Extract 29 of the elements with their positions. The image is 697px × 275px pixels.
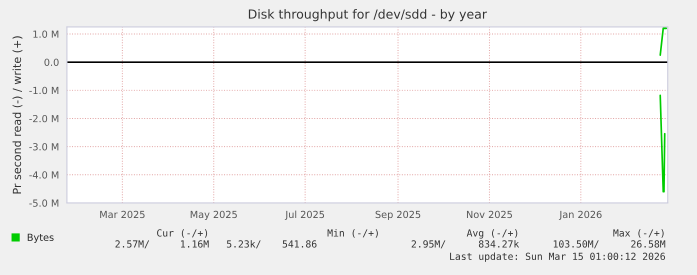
legend-label: Bytes (28, 234, 54, 243)
chart-title: Disk throughput for /dev/sdd - by year (248, 9, 487, 22)
y-tick-label: -3.0 M (29, 143, 58, 150)
text: 2.95M/ (412, 240, 446, 248)
x-tick-label: Jul 2025 (284, 210, 324, 220)
x-tick-label: Jan 2026 (558, 210, 602, 220)
y-tick-label: 1.0 M (33, 30, 58, 38)
x-tick-label: Mar 2025 (100, 210, 145, 218)
text: 2.57M/ (115, 240, 150, 248)
text: 834.27k (478, 240, 520, 248)
text: 541.86 (282, 240, 317, 248)
x-tick-label: May 2025 (190, 210, 237, 220)
text: Last update: Sun Mar 15 01:00:12 2026 (450, 252, 666, 262)
text: 5.23k/ (226, 240, 261, 248)
text: 1.16M (181, 240, 209, 248)
x-tick-label: Sep 2025 (376, 210, 420, 220)
y-tick-label: -4.0 M (29, 171, 58, 179)
text: 26.58M (631, 240, 666, 248)
text: Avg (-/+) (466, 229, 518, 239)
y-tick-label: -2.0 M (29, 114, 58, 122)
y-tick-label: -5.0 M (29, 199, 58, 207)
y-tick-label: 0.0 (44, 58, 59, 66)
y-axis-title: Pr second read (-) / write (+) (12, 36, 22, 194)
text: 103.50M/ (554, 240, 599, 248)
text: Cur (-/+) (157, 229, 208, 238)
x-tick-label: Nov 2025 (466, 210, 512, 218)
text: Max (-/+) (613, 229, 664, 238)
text: Min (-/+) (328, 229, 378, 238)
y-tick-label: -1.0 M (29, 86, 58, 94)
